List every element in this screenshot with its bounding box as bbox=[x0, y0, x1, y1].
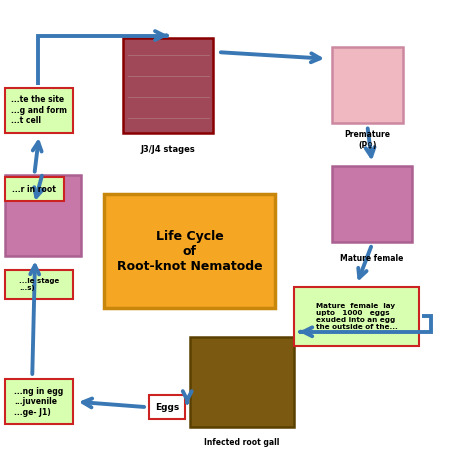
FancyBboxPatch shape bbox=[190, 337, 294, 427]
FancyBboxPatch shape bbox=[123, 38, 213, 133]
FancyBboxPatch shape bbox=[5, 88, 73, 133]
FancyBboxPatch shape bbox=[5, 270, 73, 299]
Text: Premature
(P♀): Premature (P♀) bbox=[344, 130, 391, 150]
FancyBboxPatch shape bbox=[104, 194, 275, 308]
FancyBboxPatch shape bbox=[5, 379, 73, 424]
Text: ...r in root: ...r in root bbox=[12, 185, 56, 193]
Text: Life Cycle
of
Root-knot Nematode: Life Cycle of Root-knot Nematode bbox=[117, 230, 263, 273]
FancyBboxPatch shape bbox=[5, 177, 64, 201]
Text: ...le stage
...s): ...le stage ...s) bbox=[19, 278, 59, 291]
Text: Mature  female  lay
upto   1000   eggs
exuded into an egg
the outside of the...: Mature female lay upto 1000 eggs exuded … bbox=[316, 303, 398, 330]
FancyBboxPatch shape bbox=[5, 175, 81, 256]
Text: Infected root gall: Infected root gall bbox=[204, 438, 280, 447]
FancyBboxPatch shape bbox=[332, 166, 412, 242]
Text: J3/J4 stages: J3/J4 stages bbox=[141, 145, 196, 154]
FancyBboxPatch shape bbox=[332, 47, 403, 123]
FancyBboxPatch shape bbox=[294, 287, 419, 346]
Text: Eggs: Eggs bbox=[155, 403, 179, 411]
FancyBboxPatch shape bbox=[149, 395, 185, 419]
Text: Mature female: Mature female bbox=[340, 254, 404, 263]
Text: ...te the site
...g and form
...t cell: ...te the site ...g and form ...t cell bbox=[11, 95, 67, 125]
Text: ...ng in egg
...juvenile
...ge- J1): ...ng in egg ...juvenile ...ge- J1) bbox=[15, 387, 64, 417]
